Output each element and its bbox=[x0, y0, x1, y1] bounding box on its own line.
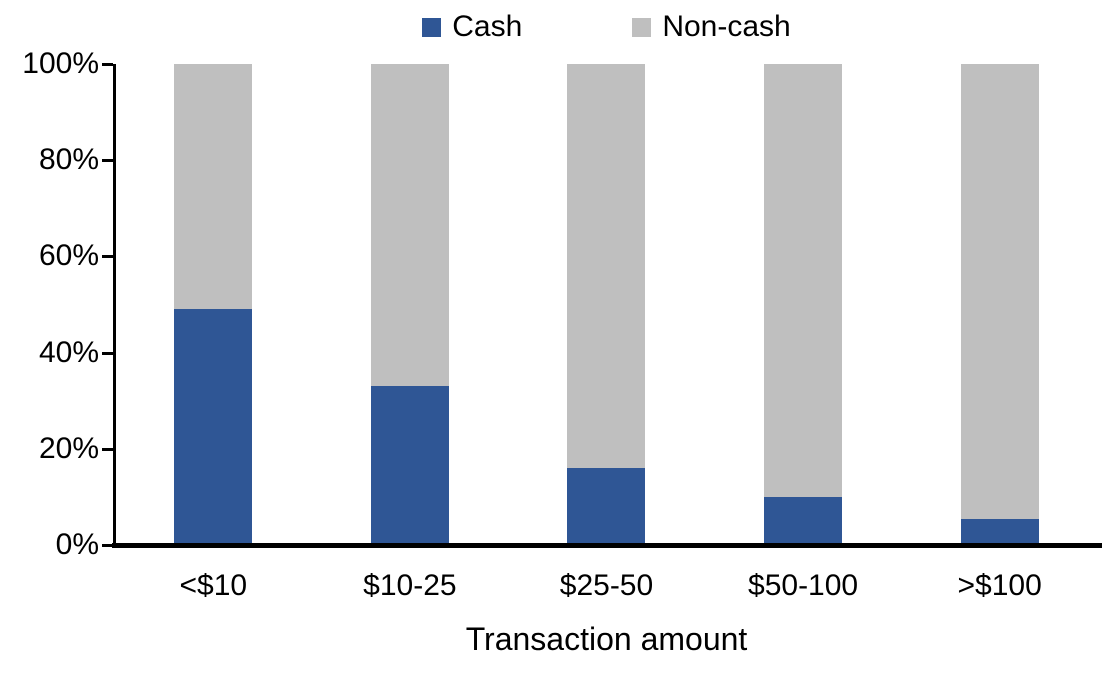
legend-label: Cash bbox=[452, 10, 523, 43]
y-tick-mark bbox=[102, 351, 113, 355]
bar bbox=[370, 64, 449, 545]
x-category-label: $10-25 bbox=[363, 569, 457, 602]
bar-slot bbox=[508, 64, 705, 545]
x-category-label: <$10 bbox=[179, 569, 248, 602]
bar bbox=[567, 64, 646, 545]
y-axis-line bbox=[113, 64, 116, 545]
y-tick-mark bbox=[102, 447, 113, 451]
y-tick-label: 60% bbox=[38, 239, 99, 273]
y-tick-label: 0% bbox=[55, 528, 99, 561]
bar-slot bbox=[115, 64, 312, 545]
bars-container bbox=[115, 64, 1098, 545]
legend-item-cash: Cash bbox=[422, 8, 522, 46]
bar-slot bbox=[705, 64, 902, 545]
x-category-label: $25-50 bbox=[559, 569, 654, 602]
legend-label: Non-cash bbox=[662, 10, 791, 43]
bar-segment-non-cash bbox=[174, 64, 253, 310]
bar bbox=[960, 64, 1039, 545]
x-category-label: $50-100 bbox=[748, 569, 859, 602]
bar-segment-non-cash bbox=[960, 64, 1039, 519]
y-tick-mark bbox=[102, 255, 113, 259]
bar-segment-cash bbox=[960, 518, 1039, 545]
bar bbox=[174, 64, 253, 545]
x-axis-title: Transaction amount bbox=[465, 621, 748, 657]
bar-segment-cash bbox=[370, 386, 449, 545]
legend-swatch-icon bbox=[422, 17, 442, 37]
bar-segment-non-cash bbox=[370, 64, 449, 387]
y-tick-label: 80% bbox=[38, 143, 99, 177]
bar-segment-cash bbox=[764, 496, 843, 545]
y-tick-mark bbox=[102, 63, 113, 66]
bar-segment-non-cash bbox=[764, 64, 843, 497]
x-category-label: >$100 bbox=[957, 569, 1042, 602]
bar-slot bbox=[312, 64, 509, 545]
y-tick-mark bbox=[102, 159, 113, 163]
x-axis-labels: <$10 $10-25 $25-50 $50-100 >$100 bbox=[115, 566, 1098, 606]
bar-slot bbox=[901, 64, 1098, 545]
bar-segment-cash bbox=[567, 468, 646, 545]
bar bbox=[764, 64, 843, 545]
plot-area bbox=[115, 64, 1098, 545]
bar-segment-non-cash bbox=[567, 64, 646, 469]
y-tick-label: 40% bbox=[38, 335, 99, 369]
y-tick-mark bbox=[102, 544, 113, 547]
y-tick-label: 20% bbox=[38, 431, 99, 465]
y-tick-label: 100% bbox=[22, 47, 99, 80]
bar-segment-cash bbox=[174, 309, 253, 545]
legend-swatch-icon bbox=[632, 17, 652, 37]
x-axis-line bbox=[112, 543, 1102, 548]
legend: Cash Non-cash bbox=[115, 8, 1098, 46]
legend-item-non-cash: Non-cash bbox=[632, 8, 791, 46]
